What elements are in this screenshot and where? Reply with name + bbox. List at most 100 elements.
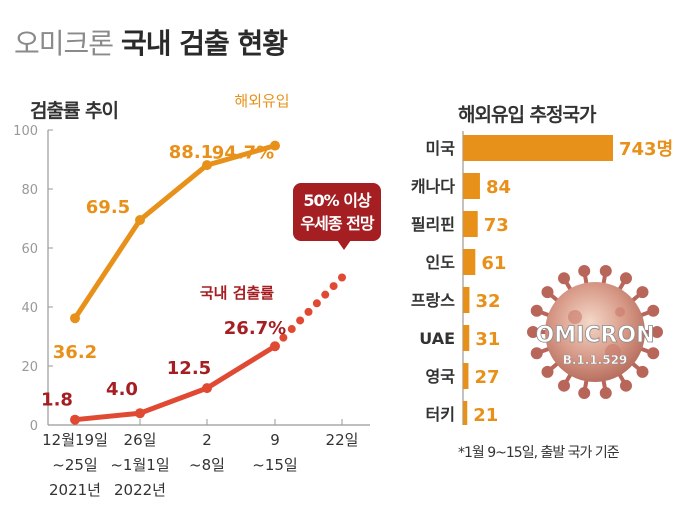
virus-spike-head xyxy=(647,304,660,317)
bar-category-label: 인도 xyxy=(426,253,456,272)
projection-dot xyxy=(279,333,288,342)
domestic-value-label: 12.5 xyxy=(167,358,211,379)
x-tick-label: 2 xyxy=(202,431,212,449)
bar-chart-title: 해외유입 추정국가 xyxy=(458,104,596,126)
y-tick-label: 80 xyxy=(21,183,38,198)
virus-spike-head xyxy=(578,387,591,400)
x-tick-label: ~1월1일 xyxy=(110,456,169,474)
projection-callout: 50% 이상 우세종 전망 xyxy=(293,183,381,250)
x-tick-label: ~15일 xyxy=(252,456,297,474)
title-bold: 국내 검출 현황 xyxy=(120,27,288,60)
title-light: 오미크론 xyxy=(14,27,114,60)
bar xyxy=(463,287,470,313)
omicron-virus-image: OMICRON B.1.1.529 xyxy=(527,264,663,400)
projection-dot xyxy=(296,316,305,325)
domestic-value-label: 1.8 xyxy=(41,390,73,411)
overseas-line xyxy=(72,143,276,320)
bar-value-label: 743명 xyxy=(619,139,673,160)
bar xyxy=(463,363,469,389)
x-tick-label: 9 xyxy=(270,431,280,449)
virus-spike-head xyxy=(620,379,632,392)
bar-value-label: 61 xyxy=(481,253,506,274)
bar-category-label: 미국 xyxy=(426,139,456,158)
domestic-point xyxy=(70,414,80,425)
bar xyxy=(463,325,470,351)
domestic-point xyxy=(202,383,212,394)
y-tick-label: 0 xyxy=(30,419,38,434)
domestic-value-label: 4.0 xyxy=(106,379,138,400)
overseas-value-label: 69.5 xyxy=(86,197,130,218)
bar-value-label: 31 xyxy=(475,329,500,350)
x-tick-label: ~25일 xyxy=(52,456,97,474)
bar-category-label: 터키 xyxy=(426,405,455,424)
bar xyxy=(463,211,478,237)
overseas-point xyxy=(70,313,80,324)
virus-spike-head xyxy=(647,347,660,360)
callout-line-2: 우세종 전망 xyxy=(300,214,374,233)
bar-value-label: 32 xyxy=(475,291,500,312)
virus-spike-head xyxy=(527,326,539,338)
domestic-point xyxy=(270,341,280,352)
bar-category-label: 영국 xyxy=(426,367,456,386)
bar-category-label: 필리핀 xyxy=(411,215,455,234)
x-tick-label: 2021년 xyxy=(49,481,101,499)
overseas-point xyxy=(270,140,280,151)
bar-value-label: 84 xyxy=(486,177,511,198)
domestic-line xyxy=(74,344,277,423)
bar-category-label: 캐나다 xyxy=(411,177,455,196)
bar-category-label: UAE xyxy=(419,329,455,348)
x-tick-label: 2022년 xyxy=(114,481,166,499)
y-tick-label: 60 xyxy=(21,242,38,257)
virus-spike-head xyxy=(541,365,554,378)
line-chart: 0 20 40 60 80 100 12월19일 ~25일 2021년 26일 ~1월1일 2022년… xyxy=(13,92,370,499)
virus-spike-head xyxy=(636,286,649,299)
virus-spike-head xyxy=(578,264,591,277)
bar-value-label: 21 xyxy=(473,405,498,425)
bar-category-label: 프랑스 xyxy=(411,291,455,310)
x-tick-label: ~8일 xyxy=(189,456,225,474)
bar xyxy=(463,401,468,425)
domestic-value-label: 26.7% xyxy=(224,318,286,339)
domestic-point xyxy=(135,408,145,419)
bar xyxy=(463,135,613,161)
virus-spike-head xyxy=(558,272,570,285)
virus-spike-head xyxy=(558,379,570,392)
overseas-value-label: 36.2 xyxy=(53,342,97,363)
virus-spike-head xyxy=(620,272,632,285)
domestic-series-name: 국내 검출률 xyxy=(200,284,274,302)
line-chart-title: 검출률 추이 xyxy=(30,100,119,122)
projection-dot xyxy=(312,299,321,308)
virus-spike-head xyxy=(530,304,543,317)
bar-value-label: 27 xyxy=(474,367,499,388)
projection-dot xyxy=(338,273,346,282)
virus-sublabel: B.1.1.529 xyxy=(563,353,628,367)
bar xyxy=(463,173,480,199)
y-tick-label: 40 xyxy=(21,301,38,316)
callout-line-1: 50% 이상 xyxy=(303,191,371,210)
overseas-value-label: 94.7% xyxy=(212,143,274,164)
y-tick-label: 20 xyxy=(21,360,38,375)
projection-dot xyxy=(329,282,338,291)
overseas-series-name: 해외유입 xyxy=(234,92,289,110)
projection-dot xyxy=(287,325,296,334)
virus-spike-head xyxy=(530,347,543,360)
virus-spike-head xyxy=(599,264,612,277)
projection-dot xyxy=(304,307,313,316)
x-tick-label: 12월19일 xyxy=(42,431,108,449)
page-title: 오미크론 국내 검출 현황 xyxy=(14,22,288,62)
virus-spike-head xyxy=(541,286,554,299)
overseas-point xyxy=(202,160,212,171)
overseas-value-label: 88.1 xyxy=(169,142,213,163)
virus-spike-head xyxy=(599,387,612,400)
bar-footnote: *1월 9~15일, 출발 국가 기준 xyxy=(458,445,620,461)
overseas-point xyxy=(135,214,145,225)
virus-spike-head xyxy=(636,365,649,378)
bar xyxy=(463,249,476,275)
y-tick-label: 100 xyxy=(13,124,38,139)
projection-dot xyxy=(321,290,330,299)
x-tick-label: 26일 xyxy=(124,431,157,449)
bar-value-label: 73 xyxy=(484,215,509,236)
virus-label: OMICRON xyxy=(536,323,655,348)
x-tick-label: 22일 xyxy=(326,431,359,449)
